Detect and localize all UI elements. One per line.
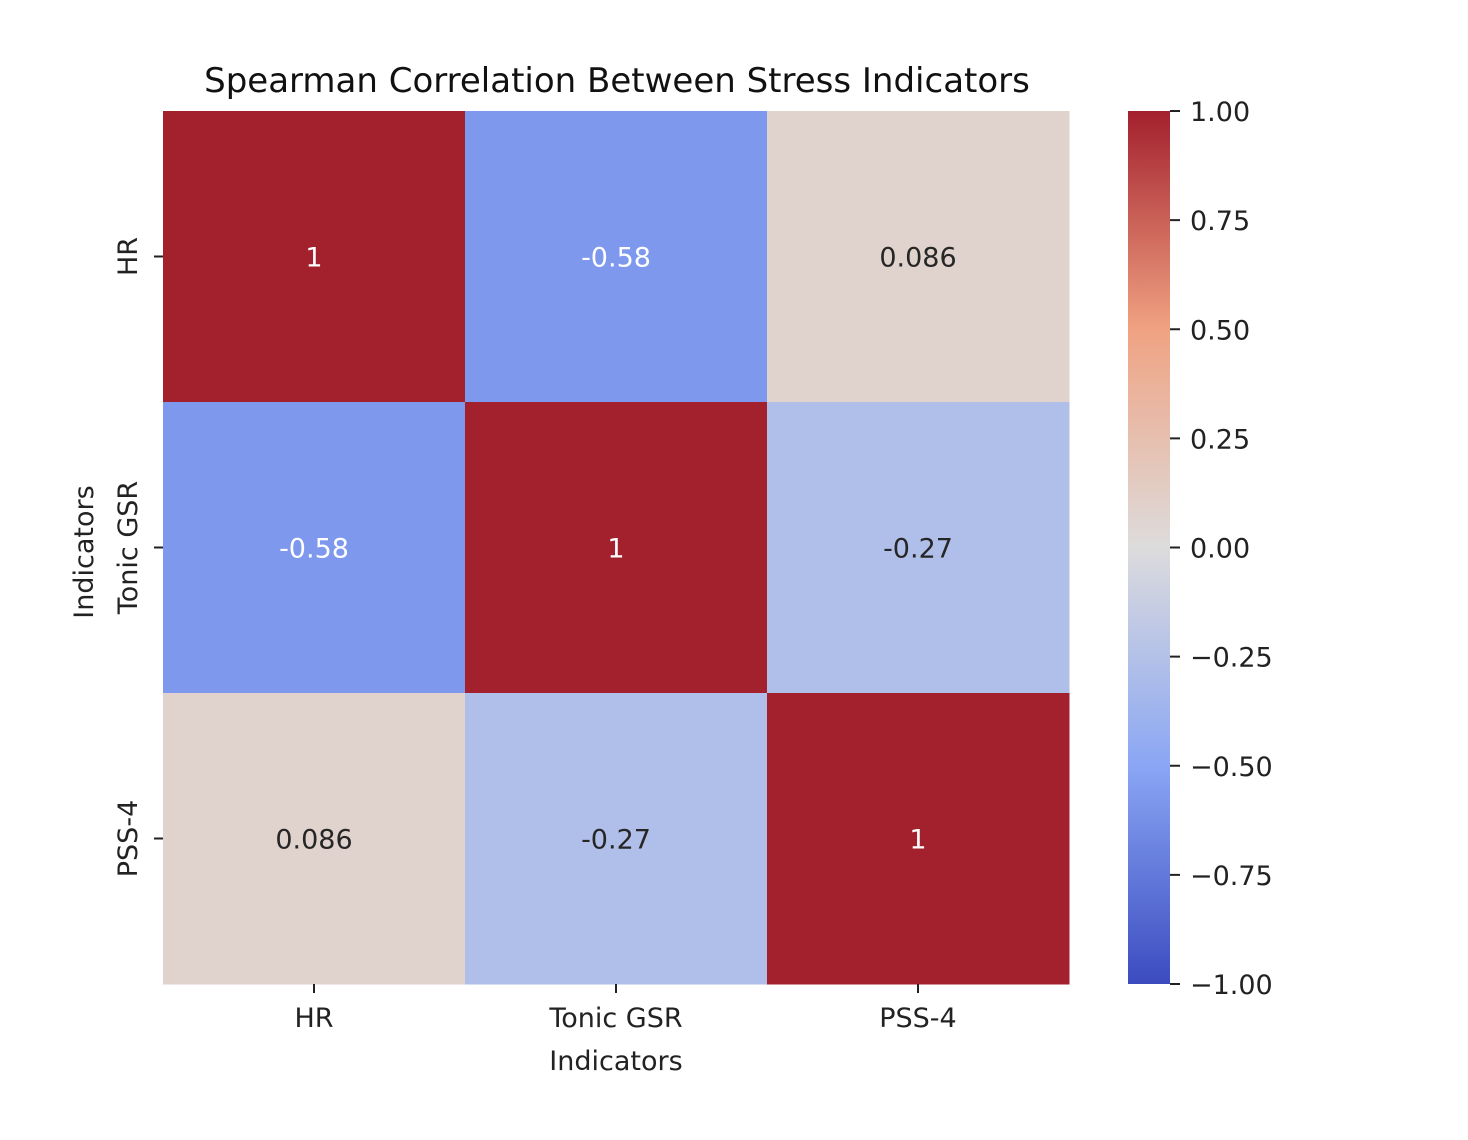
heatmap-cell: [465, 693, 768, 985]
colorbar-tick-label: 0.75: [1190, 206, 1250, 237]
heatmap-cell: [465, 402, 768, 694]
x-axis-label: Indicators: [549, 1046, 682, 1077]
colorbar-tick-label: 0.25: [1190, 424, 1250, 455]
colorbar-tick-label: −0.25: [1190, 643, 1273, 674]
colorbar-tick-label: −0.50: [1190, 752, 1273, 783]
chart-title: Spearman Correlation Between Stress Indi…: [204, 61, 1030, 101]
colorbar-tick-label: −1.00: [1190, 970, 1273, 1001]
y-tick-label: PSS-4: [113, 800, 144, 877]
cell-annotation: -0.58: [581, 243, 651, 274]
colorbar-tick-label: 0.50: [1190, 315, 1250, 346]
colorbar-tick-label: −0.75: [1190, 861, 1273, 892]
cell-annotation: -0.27: [883, 534, 953, 565]
cell-annotation: 0.086: [275, 825, 352, 856]
heatmap-cell: [465, 111, 768, 403]
cell-annotation: 1: [607, 534, 624, 565]
heatmap-cell: [163, 402, 466, 694]
y-axis-label: Indicators: [69, 485, 100, 618]
x-tick-label: Tonic GSR: [548, 1003, 682, 1034]
cell-annotation: 1: [909, 825, 926, 856]
heatmap-cell: [767, 111, 1070, 403]
x-tick-label: PSS-4: [879, 1003, 956, 1034]
x-tick-label: HR: [294, 1003, 333, 1034]
cell-annotation: -0.58: [279, 534, 349, 565]
cell-annotation: 1: [305, 243, 322, 274]
heatmap-cell: [163, 693, 466, 985]
heatmap-cell: [767, 693, 1070, 985]
cell-annotation: 0.086: [879, 243, 956, 274]
heatmap-cell: [767, 402, 1070, 694]
colorbar: [1128, 111, 1170, 984]
colorbar-tick-label: 0.00: [1190, 534, 1250, 565]
heatmap-cell: [163, 111, 466, 403]
y-tick-label: Tonic GSR: [113, 481, 144, 615]
cell-annotation: -0.27: [581, 825, 651, 856]
y-tick-label: HR: [113, 237, 144, 276]
colorbar-tick-label: 1.00: [1190, 97, 1250, 128]
